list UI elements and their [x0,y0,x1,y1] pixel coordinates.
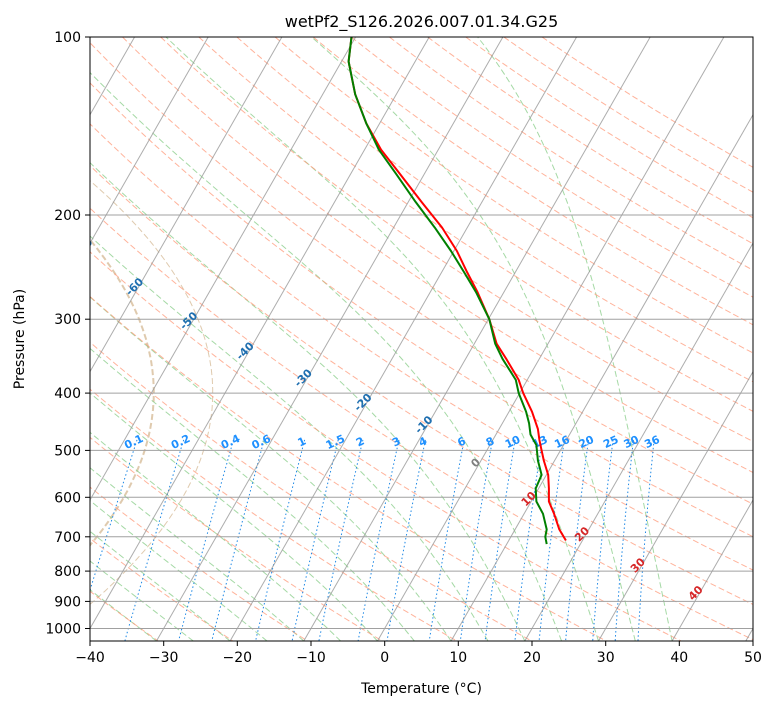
dewpoint-profile [347,37,548,545]
moist-adiabat-line [90,431,341,641]
dry-adiabat-line [90,207,753,641]
moist-adiabat-line [90,392,378,641]
profile-layer [347,37,567,545]
curved-isotherm-layer [90,180,214,605]
dry-adiabat-line [503,37,753,193]
x-tick-label: 50 [744,650,762,666]
isotherm-line [156,37,504,641]
mixing-ratio-line [291,439,339,641]
y-axis-title: Pressure (hPa) [12,289,28,389]
isotherm-line [598,370,753,641]
dry-adiabat-line [389,37,753,271]
isotherm-line [90,37,357,501]
x-axis: −40 −30 −20 −10 0 10 20 30 40 50 [75,641,762,666]
dry-adiabat-line [90,42,753,505]
mixing-ratio-line [211,439,265,641]
dry-adiabat-line [90,164,753,606]
moist-adiabat-line [90,467,305,641]
dry-adiabat-line [90,123,753,571]
y-axis: 100 200 300 400 500 600 700 800 900 1000 [45,30,90,638]
x-tick-label: −10 [296,650,326,666]
x-tick-label: 0 [380,650,389,666]
curved-isotherm-line [90,238,155,547]
curved-isotherm-line [90,180,214,605]
mixing-ratio-line [124,439,185,641]
isotherm-line [90,37,430,630]
y-tick-label: 600 [54,490,81,506]
isotherm-line [229,37,578,641]
mixing-ratio-line [514,439,543,641]
mixing-ratio-label: 16 [552,433,572,451]
moist-adiabat-line [477,37,673,641]
plot-frame [89,36,754,642]
dry-adiabat-line [90,537,234,641]
isotherm-line [303,37,651,641]
mixing-ratio-label: 20 [577,433,597,451]
mixing-ratio-label: 36 [642,433,662,451]
isotherm-line [90,37,209,245]
moist-adiabat-line [165,37,599,641]
mixing-ratio-label: 10 [503,433,523,451]
x-tick-label: 10 [449,650,467,666]
moist-adiabat-line [90,347,415,641]
mixing-ratio-label: 25 [601,433,620,451]
isotherm-line [377,37,725,641]
x-tick-label: −40 [75,650,105,666]
dry-adiabat-line [90,251,682,641]
moist-adiabat-line [311,37,636,641]
mixing-ratio-line [637,439,655,641]
x-tick-label: 20 [523,650,541,666]
mixing-ratio-line [255,439,306,641]
dry-adiabat-line [90,436,383,641]
dry-adiabat-line [236,37,753,383]
mixing-ratio-line [565,439,589,641]
x-tick-label: 40 [670,650,688,666]
chart-title: wetPf2_S126.2026.007.01.34.G25 [285,12,559,32]
mixing-ratio-line [592,439,614,641]
dry-adiabat-line [122,37,753,474]
x-tick-label: 30 [597,650,615,666]
dry-adiabat-line [274,37,753,354]
y-tick-label: 400 [54,386,81,402]
isotherm-layer [90,37,753,641]
dry-adiabat-line [90,388,458,641]
dry-adiabat-line [90,486,308,641]
moist-adiabat-line [90,530,231,641]
moist-adiabat-line [90,235,489,641]
mixing-ratio-line [178,439,234,641]
dry-adiabat-line [90,82,753,538]
moist-adiabat-line [90,296,452,641]
mixing-ratio-layer [90,439,655,641]
isotherm-label: -70 [72,235,95,258]
isobar-layer [90,37,753,629]
isotherm-line [90,37,283,373]
isotherm-line [524,242,753,641]
y-tick-label: 100 [54,30,81,46]
moist-adiabat-line [90,71,563,641]
y-tick-label: 1000 [45,622,81,638]
y-tick-label: 800 [54,564,81,580]
x-tick-label: −30 [149,650,179,666]
y-tick-label: 300 [54,312,81,328]
mixing-ratio-label: 30 [622,433,642,451]
y-tick-label: 900 [54,594,81,610]
dry-adiabat-line [198,37,753,412]
isotherm-line [450,113,753,641]
y-tick-label: 500 [54,443,81,459]
dry-adiabat-line [160,37,753,443]
dry-adiabat-line [90,295,607,641]
dry-adiabat-line [465,37,753,219]
x-tick-label: −20 [223,650,253,666]
mixing-ratio-line [90,439,138,592]
temperature-profile [347,37,567,542]
isotherm-line [671,498,753,641]
y-tick-label: 700 [54,530,81,546]
mixing-ratio-line [538,439,565,641]
x-axis-title: Temperature (°C) [360,681,482,697]
plot-area: -100-90-80-70-60-50-40-30-20-10010203040… [72,37,753,641]
y-tick-label: 200 [54,208,81,224]
